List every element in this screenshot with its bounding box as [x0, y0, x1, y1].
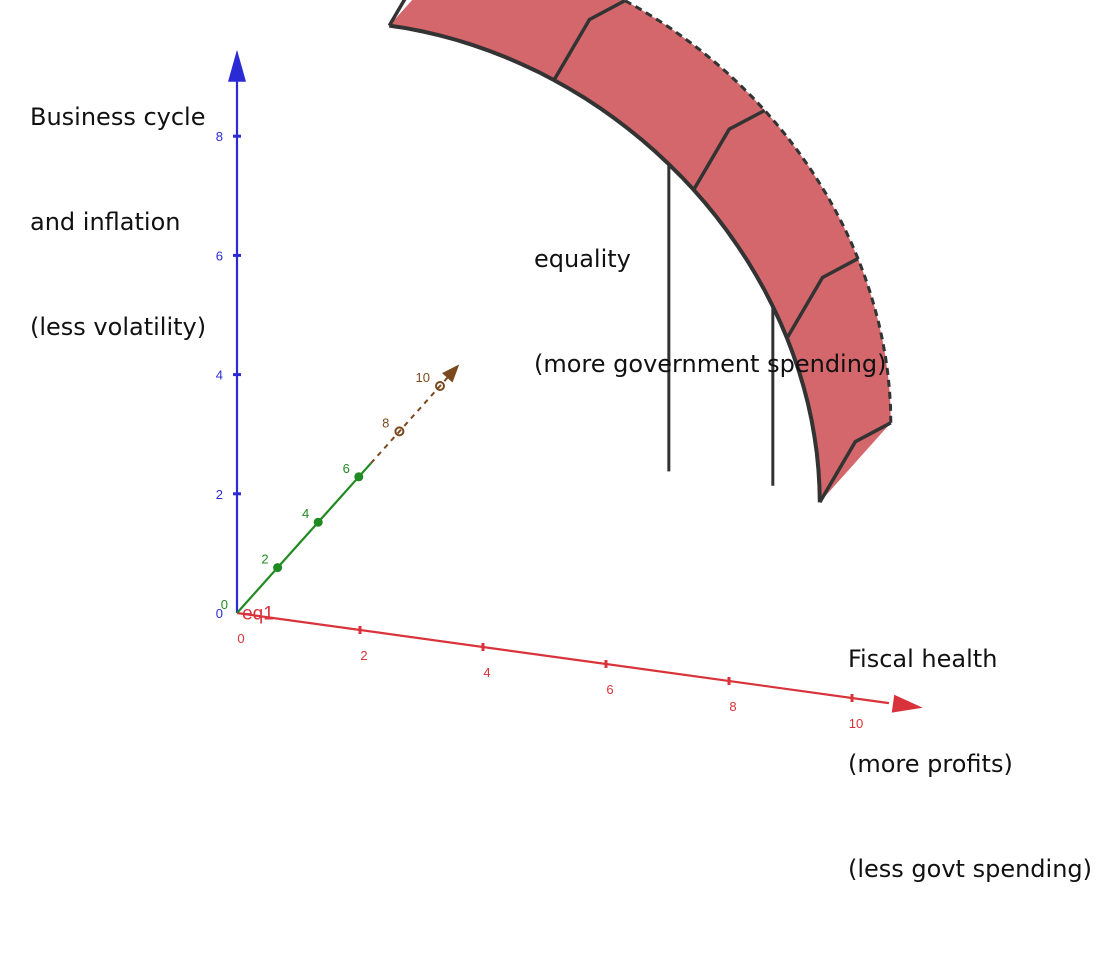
z-axis-title-line: (less volatility) — [30, 313, 207, 341]
x-tick-label: 6 — [606, 682, 613, 697]
surface-rib — [387, 0, 407, 27]
z-axis-title-line: Business cycle — [30, 103, 206, 131]
z-tick-label: 4 — [216, 368, 223, 383]
x-tick-label: 10 — [849, 716, 863, 731]
y-tick-label: 10 — [416, 370, 430, 385]
y-tick-mark — [354, 472, 364, 482]
y-tick-mark — [394, 426, 405, 437]
z-axis-arrow — [228, 49, 246, 82]
y-axis-title: equality (more government spending) — [534, 172, 887, 452]
y-tick-mark — [313, 517, 323, 527]
surface-back-edge — [620, 0, 893, 423]
x-axis-line — [236, 611, 890, 705]
surface-eq1 — [387, 0, 893, 504]
x-tick-label: 4 — [483, 665, 490, 680]
y-axis-hidden-line — [370, 371, 453, 464]
z-tick-label: 6 — [216, 248, 223, 263]
chart-canvas[interactable]: 0 2 4 6 8 10 0 2 4 6 8 0 2 4 6 8 10 eq1 — [0, 0, 1100, 745]
surface-rib — [785, 257, 859, 339]
y-tick-label: 2 — [261, 552, 268, 567]
z-tick-label: 0 — [216, 606, 223, 621]
x-tick-label: 2 — [360, 648, 367, 663]
x-axis-title-line: (more profits) — [848, 750, 1013, 778]
surface-rib — [692, 108, 766, 191]
surface-fill — [389, 0, 891, 503]
y-axis-line — [236, 462, 372, 614]
y-tick-mark — [435, 381, 445, 391]
y-tick-label: 0 — [221, 597, 228, 612]
object-label-eq1: eq1 — [242, 603, 274, 624]
y-tick-label: 4 — [302, 506, 309, 521]
x-axis-title-line: Fiscal health — [848, 645, 998, 673]
x-axis-title-line: (less govt spending) — [848, 855, 1093, 883]
x-tick-label: 8 — [729, 699, 736, 714]
x-axis-arrow — [891, 694, 923, 713]
chart-3d: 0 2 4 6 8 10 0 2 4 6 8 0 2 4 6 8 10 eq1 Business cycle an… — [0, 0, 1100, 883]
y-tick-mark — [273, 563, 283, 573]
surface-rib — [552, 0, 626, 81]
y-axis-title-line: (more government spending) — [534, 350, 887, 378]
z-tick-label: 2 — [216, 487, 223, 502]
axes-group — [233, 58, 890, 705]
z-tick-label: 8 — [216, 129, 223, 144]
y-tick-label: 8 — [382, 415, 389, 430]
z-axis-title: Business cycle and inflation (less volat… — [30, 30, 206, 415]
y-axis-arrow — [442, 364, 460, 383]
z-axis-title-line: and inflation — [30, 208, 181, 236]
x-axis-title: Fiscal health (more profits) (less govt … — [848, 572, 1092, 957]
y-tick-label: 6 — [343, 461, 350, 476]
surface-rib — [818, 421, 892, 504]
y-axis-title-line: equality — [534, 245, 631, 273]
x-tick-label: 0 — [237, 631, 244, 646]
